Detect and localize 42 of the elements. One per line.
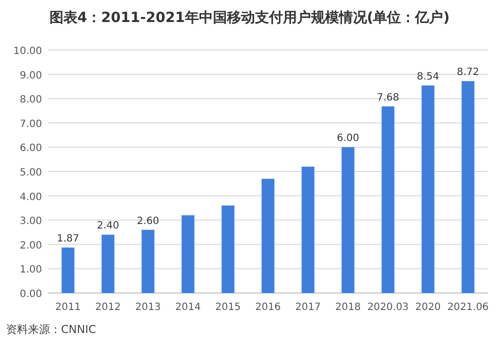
y-tick-label: 4.00 (20, 192, 42, 203)
text: 资料来源：CNNIC (6, 323, 96, 336)
bar (302, 166, 314, 293)
x-tick-label: 2013 (135, 302, 161, 313)
y-tick-label: 2.00 (20, 240, 42, 252)
y-tick-label: 1.00 (20, 264, 42, 276)
y-tick-label: 5.00 (20, 168, 42, 178)
data-label: 6.00 (336, 133, 360, 144)
y-tick-label: 3.00 (20, 216, 42, 228)
x-tick-label: 2014 (175, 302, 201, 313)
y-tick-label: 9.00 (20, 70, 42, 82)
data-label: 2.60 (136, 216, 160, 227)
x-tick-label: 2015 (215, 302, 241, 313)
x-tick-label: 2016 (255, 302, 281, 313)
x-tick-label: 2020.03 (367, 302, 409, 313)
x-tick-label: 2012 (95, 302, 121, 313)
bar (102, 234, 114, 293)
data-label: 2.40 (96, 220, 120, 232)
x-tick-label: 2018 (335, 302, 361, 313)
x-tick-label: 2021.06 (447, 302, 489, 313)
chart-title: 图表4：2011-2021年中国移动支付用户规模情况(单位：亿户) (49, 9, 450, 26)
data-label: 1.87 (56, 234, 80, 245)
bar (462, 81, 474, 293)
x-tick-label: 2020 (415, 302, 441, 313)
y-tick-label: 0.00 (20, 289, 42, 300)
bar (142, 230, 154, 293)
bar (222, 206, 234, 293)
data-label: 7.68 (376, 92, 400, 104)
bar (182, 215, 194, 293)
x-tick-label: 2017 (295, 302, 321, 313)
x-tick-label: 2011 (55, 302, 81, 313)
bar (422, 85, 434, 293)
bar (342, 147, 354, 293)
bar (382, 106, 394, 293)
y-tick-label: 8.00 (20, 94, 42, 106)
y-tick-label: 10.00 (13, 46, 42, 57)
bar (262, 178, 274, 293)
bar (62, 248, 74, 293)
y-tick-label: 7.00 (20, 118, 42, 130)
data-label: 8.72 (456, 67, 480, 78)
y-tick-label: 6.00 (20, 143, 42, 154)
data-label: 8.54 (416, 71, 440, 82)
